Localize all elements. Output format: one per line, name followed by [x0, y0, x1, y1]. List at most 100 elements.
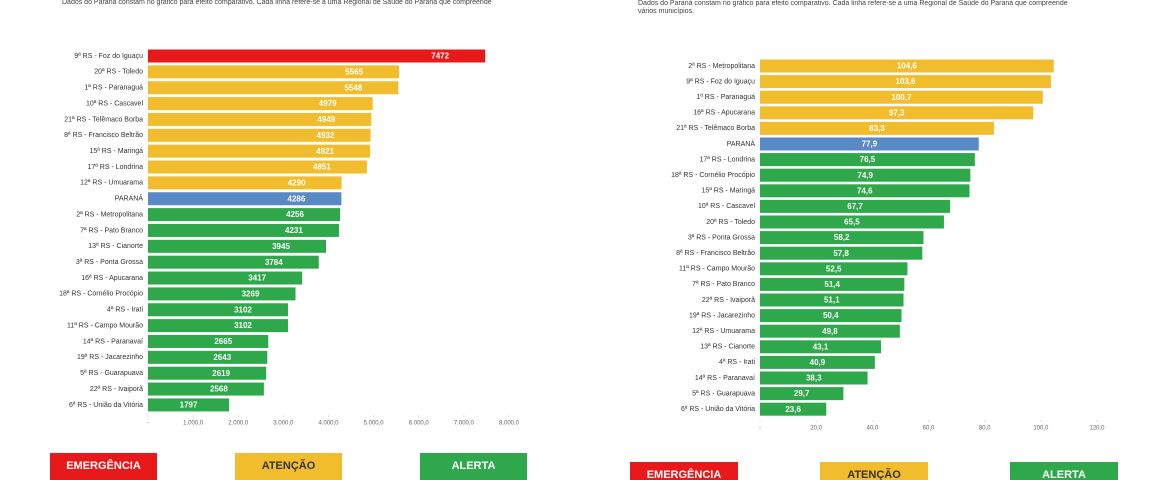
- bar: [148, 112, 372, 126]
- bar: [760, 137, 979, 151]
- bar: [148, 223, 339, 237]
- value-label: 2568: [210, 385, 228, 394]
- bar: [760, 215, 944, 229]
- bar: [760, 90, 1043, 104]
- bar: [148, 239, 327, 253]
- bar: [148, 81, 399, 95]
- x-tick-label: 40,0: [866, 426, 878, 432]
- value-label: 2665: [214, 337, 232, 346]
- category-label: 4ª RS - Irati: [107, 307, 143, 314]
- bar: [760, 59, 1054, 73]
- category-label: 8ª RS - Francisco Beltrão: [64, 132, 143, 139]
- value-label: 4256: [286, 210, 304, 219]
- x-tick-label: 4.000,0: [318, 421, 339, 427]
- value-label: 23,6: [785, 405, 801, 414]
- x-tick-label: 5.000,0: [364, 421, 385, 427]
- bar: [148, 128, 371, 142]
- x-tick-label: -: [759, 426, 761, 432]
- value-label: 76,5: [860, 155, 876, 164]
- value-label: 50,4: [823, 311, 839, 320]
- category-label: 14ª RS - Paranavaí: [695, 375, 755, 382]
- value-label: 3269: [242, 290, 260, 299]
- bar: [760, 277, 905, 291]
- value-label: 65,5: [844, 218, 860, 227]
- x-tick-label: 80,0: [979, 426, 991, 432]
- value-label: 52,5: [826, 264, 842, 273]
- bar: [148, 382, 264, 396]
- legend-label: ALERTA: [1042, 469, 1086, 480]
- value-label: 4932: [317, 131, 335, 140]
- x-tick-label: 60,0: [923, 426, 935, 432]
- category-label: 22ª RS - Ivaiporã: [90, 386, 143, 393]
- x-tick-label: 6.000,0: [409, 421, 430, 427]
- category-label: 9ª RS - Foz do Iguaçu: [74, 53, 143, 60]
- subtitle: Dados do Paraná constam no gráfico para …: [62, 0, 492, 6]
- category-label: 16ª RS - Apucarana: [693, 110, 755, 117]
- legend-label: ATENÇÃO: [847, 468, 901, 480]
- bar: [148, 176, 342, 190]
- value-label: 51,4: [824, 280, 840, 289]
- category-label: 2ª RS - Metropolitana: [76, 211, 143, 218]
- bar: [760, 262, 908, 276]
- category-label: 20ª RS - Toledo: [94, 69, 143, 76]
- x-tick-label: 120,0: [1089, 426, 1105, 432]
- x-tick-label: 3.000,0: [273, 421, 294, 427]
- subtitle: Dados do Paraná constam no gráfico para …: [638, 0, 1068, 7]
- bar: [760, 106, 1034, 120]
- category-label: 16ª RS - Apucarana: [81, 275, 143, 282]
- category-label: 4ª RS - Irati: [719, 359, 755, 366]
- category-label: 22ª RS - Ivaiporã: [702, 297, 755, 304]
- value-label: 4949: [317, 115, 335, 124]
- bar: [148, 350, 268, 364]
- category-label: 19ª RS - Jacarezinho: [77, 354, 143, 361]
- value-label: 7472: [431, 52, 449, 61]
- value-label: 49,8: [822, 327, 838, 336]
- bar: [760, 246, 923, 260]
- value-label: 4231: [285, 226, 303, 235]
- legend-box: [630, 462, 738, 480]
- value-label: 4979: [319, 99, 337, 108]
- legend-label: EMERGÊNCIA: [66, 459, 141, 472]
- bar: [760, 184, 970, 198]
- category-label: 6ª RS - União da Vitória: [681, 406, 755, 413]
- category-label: 17ª RS - Londrina: [699, 156, 755, 163]
- value-label: 67,7: [847, 202, 863, 211]
- category-label: 11ª RS - Campo Mourão: [679, 266, 755, 273]
- x-tick-label: 2.000,0: [228, 421, 249, 427]
- category-label: 20ª RS - Toledo: [706, 219, 755, 226]
- value-label: 40,9: [810, 358, 826, 367]
- bar: [148, 398, 230, 412]
- value-label: 57,8: [833, 249, 849, 258]
- category-label: 13ª RS - Cianorte: [88, 243, 143, 250]
- bar: [148, 319, 288, 333]
- category-label: 5ª RS - Guarapuava: [80, 370, 143, 377]
- value-label: 3102: [234, 321, 252, 330]
- value-label: 3784: [265, 258, 283, 267]
- bar: [760, 355, 875, 369]
- value-label: 3417: [248, 274, 266, 283]
- value-label: 43,1: [813, 342, 829, 351]
- x-tick-label: -: [147, 421, 149, 427]
- legend-label: ATENÇÃO: [262, 459, 316, 472]
- category-label: 3ª RS - Ponta Grossa: [76, 259, 143, 266]
- value-label: 29,7: [794, 389, 810, 398]
- legend-box: [820, 462, 928, 480]
- category-label: 17ª RS - Londrina: [87, 164, 143, 171]
- bar: [148, 208, 341, 222]
- category-label: 10ª RS - Cascavel: [86, 100, 144, 107]
- value-label: 5548: [344, 83, 362, 92]
- bar: [760, 387, 844, 401]
- category-label: 19ª RS - Jacarezinho: [689, 312, 755, 319]
- category-label: 2ª RS - Metropolitana: [688, 63, 755, 70]
- category-label: 13ª RS - Cianorte: [700, 344, 755, 351]
- bar: [760, 153, 975, 167]
- category-label: 14ª RS - Paranavaí: [83, 338, 143, 345]
- category-label: 12ª RS - Umuarama: [692, 328, 755, 335]
- bar: [760, 121, 994, 135]
- bar: [760, 309, 902, 323]
- category-label: 1ª RS - Paranaguá: [84, 85, 143, 92]
- legend-label: EMERGÊNCIA: [647, 468, 722, 480]
- value-label: 2643: [213, 353, 231, 362]
- bar: [148, 366, 267, 380]
- bar: [760, 340, 882, 354]
